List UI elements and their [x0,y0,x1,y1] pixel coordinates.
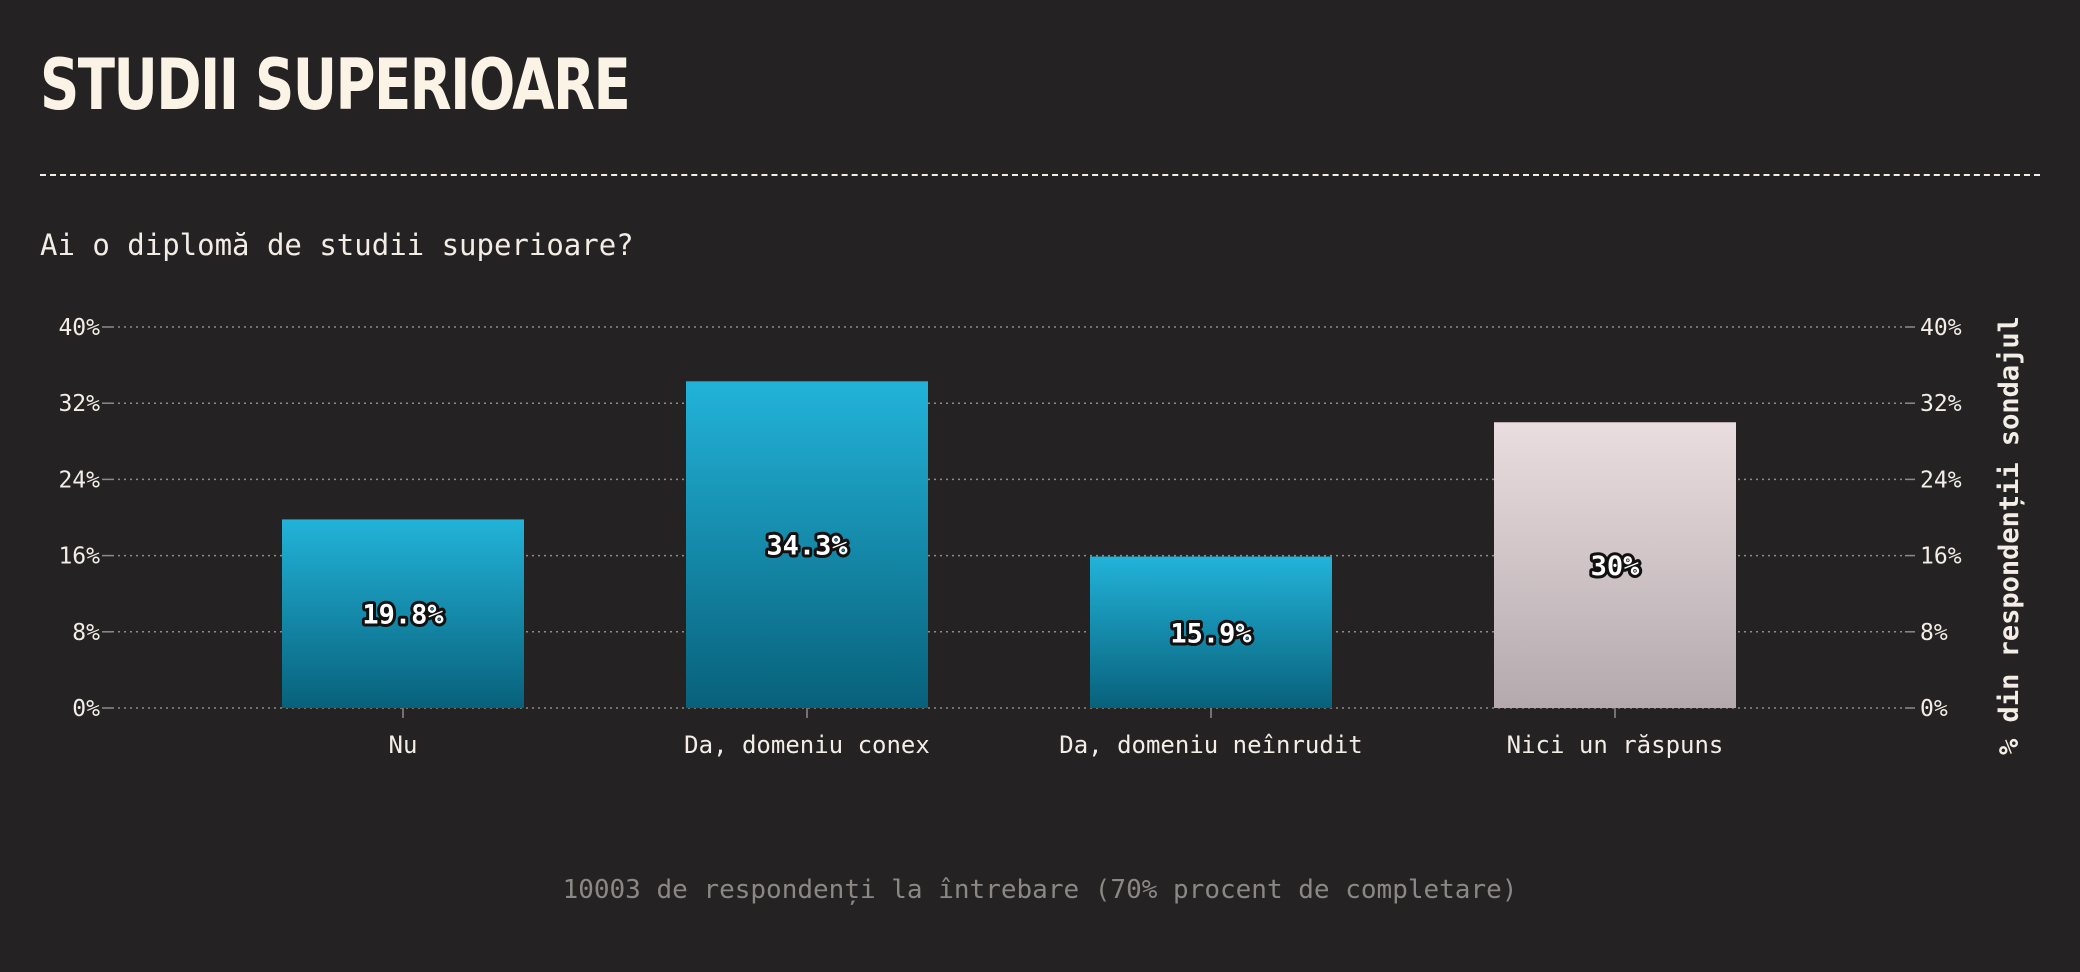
y-tick-label-right: 16% [1920,544,1962,570]
data-label: 19.8% [362,600,444,631]
bar [1090,556,1332,708]
y-tick-label-right: 0% [1920,696,1948,722]
title-divider [40,174,2040,176]
footer-note: 10003 de respondenți la întrebare (70% p… [562,875,1518,905]
data-label: 34.3% [766,531,848,562]
bar [282,519,524,708]
data-label: 15.9% [1170,618,1252,649]
bar [686,381,928,708]
y-tick-label-left: 16% [58,544,100,570]
x-tick-label: Da, domeniu conex [684,731,930,759]
y-tick-label-left: 32% [58,391,100,417]
data-label: 30% [1591,551,1641,582]
page-title: STUDII SUPERIOARE [40,44,631,126]
x-tick-label: Nu [389,731,418,759]
y-axis-title-right: % din respondenții sondajul [1994,316,2025,755]
y-tick-label-left: 0% [72,696,100,722]
y-tick-label-right: 24% [1920,467,1962,493]
y-tick-label-left: 24% [58,467,100,493]
y-tick-label-left: 8% [72,620,100,646]
y-tick-label-left: 40% [58,315,100,341]
bar [1494,422,1736,708]
y-tick-label-right: 8% [1920,620,1948,646]
bars [282,381,1736,708]
question-text: Ai o diplomă de studii superioare? [40,228,634,262]
x-tick-label: Da, domeniu neînrudit [1059,731,1362,759]
x-tick-label: Nici un răspuns [1507,731,1724,759]
y-tick-label-right: 32% [1920,391,1962,417]
y-tick-label-right: 40% [1920,315,1962,341]
labels: 0% 0% 8% 8% 16% 16% 24% 24% 32% 32% 40% 40% 19.8% Nu 3… [58,315,1961,759]
